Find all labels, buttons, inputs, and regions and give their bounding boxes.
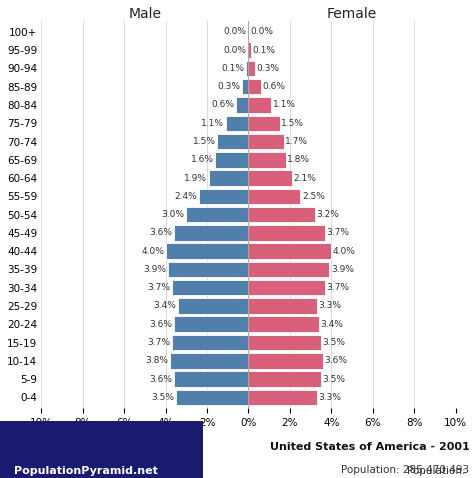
Text: 3.7%: 3.7%	[327, 228, 350, 238]
Text: 3.7%: 3.7%	[147, 338, 170, 347]
Bar	[248, 170, 292, 186]
Text: 0.1%: 0.1%	[252, 46, 275, 54]
Text: 1.5%: 1.5%	[193, 137, 216, 146]
Bar	[248, 79, 261, 95]
Text: Population:: Population:	[407, 466, 469, 476]
Bar	[248, 280, 325, 295]
Bar	[248, 335, 321, 350]
Text: 3.4%: 3.4%	[320, 320, 343, 329]
Bar	[215, 152, 248, 168]
Text: 3.6%: 3.6%	[149, 375, 172, 383]
Bar	[248, 152, 286, 168]
Text: 3.5%: 3.5%	[323, 338, 346, 347]
Bar	[246, 61, 248, 76]
Bar	[170, 353, 248, 369]
Bar	[248, 116, 280, 131]
Text: 3.6%: 3.6%	[149, 228, 172, 238]
Text: 2.5%: 2.5%	[302, 192, 325, 201]
Text: 0.1%: 0.1%	[222, 64, 245, 73]
Text: 3.4%: 3.4%	[154, 302, 176, 311]
Text: 0.0%: 0.0%	[224, 46, 247, 54]
Text: 0.0%: 0.0%	[224, 27, 247, 36]
Text: 1.9%: 1.9%	[184, 174, 208, 183]
Text: 3.7%: 3.7%	[327, 283, 350, 292]
Text: 3.0%: 3.0%	[162, 210, 185, 219]
Bar	[248, 97, 271, 113]
Bar	[248, 189, 300, 204]
Bar	[248, 43, 251, 58]
Bar	[248, 298, 317, 314]
Text: 4.0%: 4.0%	[333, 247, 356, 256]
Text: PopulationPyramid.net: PopulationPyramid.net	[14, 466, 158, 476]
Text: 4.0%: 4.0%	[141, 247, 164, 256]
Text: Male: Male	[128, 7, 162, 21]
Text: 3.9%: 3.9%	[331, 265, 354, 274]
Text: 0.6%: 0.6%	[263, 82, 285, 91]
Text: 0.3%: 0.3%	[256, 64, 279, 73]
Bar	[248, 134, 283, 149]
Text: 3.5%: 3.5%	[151, 393, 174, 402]
Text: 2.1%: 2.1%	[293, 174, 317, 183]
Bar	[242, 79, 248, 95]
Text: Female: Female	[327, 7, 377, 21]
Bar	[248, 61, 255, 76]
Bar	[248, 261, 329, 277]
Text: 1.1%: 1.1%	[273, 100, 296, 109]
Bar	[248, 316, 319, 332]
Text: 3.8%: 3.8%	[145, 356, 168, 365]
Text: 1.1%: 1.1%	[201, 119, 224, 128]
Bar	[248, 243, 331, 259]
Text: 2.4%: 2.4%	[174, 192, 197, 201]
Text: 1.7%: 1.7%	[285, 137, 308, 146]
Text: 3.2%: 3.2%	[316, 210, 339, 219]
Bar	[168, 261, 248, 277]
Bar	[172, 280, 248, 295]
Bar	[248, 371, 321, 387]
Bar	[209, 170, 248, 186]
Bar	[186, 207, 248, 222]
Bar	[226, 116, 248, 131]
Bar	[248, 353, 323, 369]
Text: 0.3%: 0.3%	[218, 82, 241, 91]
Text: Population: 285,470,493: Population: 285,470,493	[341, 465, 469, 475]
Bar	[248, 225, 325, 240]
Bar	[172, 335, 248, 350]
Text: 0.0%: 0.0%	[250, 27, 273, 36]
Bar	[178, 298, 248, 314]
Text: 1.6%: 1.6%	[191, 155, 214, 164]
Text: 3.3%: 3.3%	[319, 302, 341, 311]
Bar	[174, 371, 248, 387]
Text: 3.3%: 3.3%	[319, 393, 341, 402]
Bar	[218, 134, 248, 149]
Text: 3.9%: 3.9%	[143, 265, 166, 274]
Bar	[176, 390, 248, 405]
Text: 0.6%: 0.6%	[211, 100, 234, 109]
Text: 1.8%: 1.8%	[287, 155, 310, 164]
Bar	[174, 316, 248, 332]
Bar	[248, 207, 315, 222]
Text: 3.7%: 3.7%	[147, 283, 170, 292]
Bar	[174, 225, 248, 240]
Text: 3.6%: 3.6%	[325, 356, 347, 365]
Bar	[248, 390, 317, 405]
Bar	[165, 243, 248, 259]
Text: 1.5%: 1.5%	[281, 119, 304, 128]
Bar	[236, 97, 248, 113]
Text: 3.6%: 3.6%	[149, 320, 172, 329]
Bar	[199, 189, 248, 204]
Text: United States of America - 2001: United States of America - 2001	[270, 442, 469, 452]
Text: 3.5%: 3.5%	[323, 375, 346, 383]
